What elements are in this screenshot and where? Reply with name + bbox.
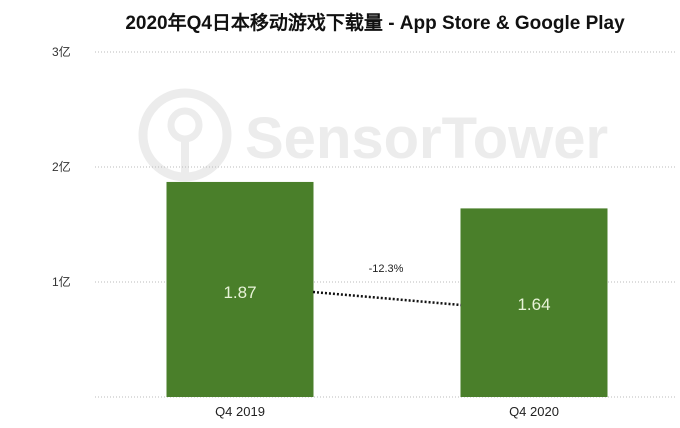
watermark-text: SensorTower (245, 106, 608, 171)
bar (166, 181, 314, 397)
bars: 1.87 Q4 2019 1.64 Q4 2020 (166, 181, 608, 419)
data-label: 1.64 (517, 295, 550, 314)
x-tick-label: Q4 2020 (509, 404, 559, 419)
chart-title: 2020年Q4日本移动游戏下载量 - App Store & Google Pl… (125, 11, 625, 34)
bar (460, 208, 608, 397)
x-tick-label: Q4 2019 (215, 404, 265, 419)
data-label: 1.87 (223, 283, 256, 302)
y-tick-label: 2亿 (52, 159, 71, 174)
y-tick-label: 1亿 (52, 274, 71, 289)
y-tick-label: 3亿 (52, 44, 71, 59)
change-connector (312, 290, 462, 307)
watermark: SensorTower (138, 88, 608, 182)
change-annotation: -12.3% (369, 263, 404, 275)
